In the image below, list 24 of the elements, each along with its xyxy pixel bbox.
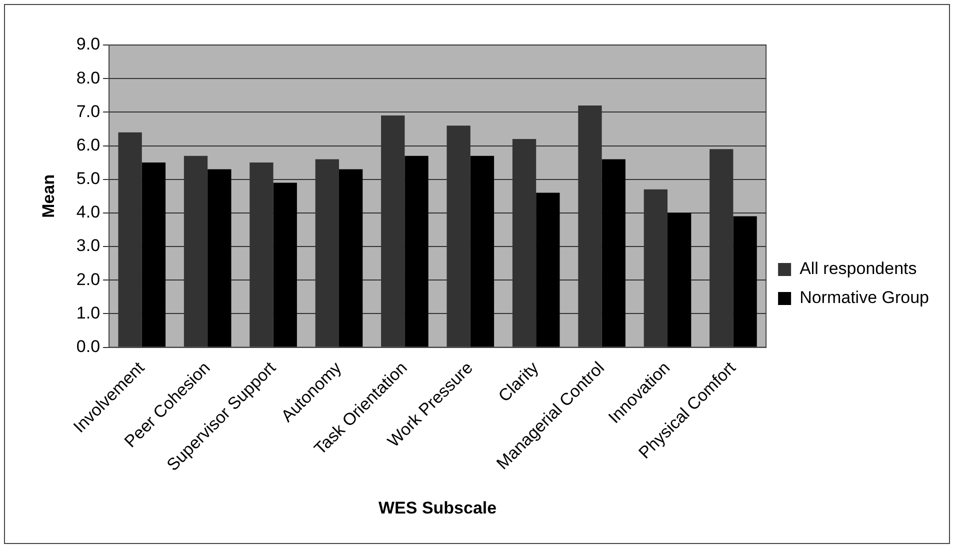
bar (338, 169, 363, 347)
legend-label: All respondents (800, 259, 917, 278)
y-tick-label: 5.0 (76, 169, 100, 188)
y-tick-label: 6.0 (76, 135, 100, 154)
bar (404, 156, 428, 347)
bar (273, 182, 297, 347)
bar (733, 216, 757, 347)
y-axis-title: Mean (38, 174, 58, 218)
y-tick-label: 1.0 (76, 303, 100, 322)
bar (470, 156, 494, 347)
bar (142, 162, 166, 347)
legend-label: Normative Group (800, 288, 930, 308)
bar (602, 159, 626, 347)
y-tick-label: 4.0 (76, 202, 100, 222)
y-tick-label: 2.0 (76, 270, 100, 289)
bar (668, 212, 692, 347)
y-tick-label: 0.0 (76, 336, 100, 356)
y-tick-label: 8.0 (76, 68, 100, 88)
x-axis-title: WES Subscale (378, 498, 497, 518)
bar (536, 192, 560, 347)
y-tick-label: 7.0 (76, 102, 100, 121)
y-tick-label: 3.0 (76, 236, 100, 256)
y-tick-label: 9.0 (76, 34, 100, 54)
bar (208, 169, 232, 347)
